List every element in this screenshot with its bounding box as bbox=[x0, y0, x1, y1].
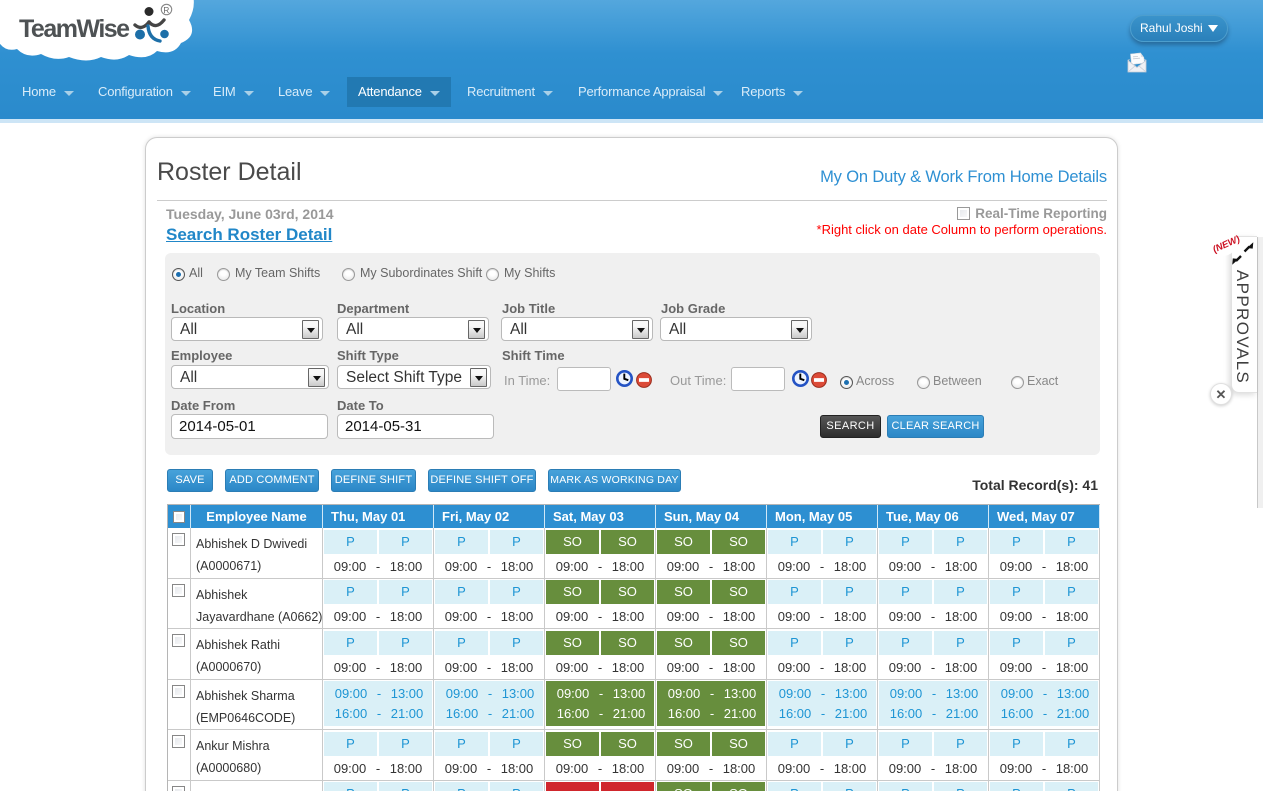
svg-text:TeamWise: TeamWise bbox=[19, 15, 130, 43]
svg-text:R: R bbox=[163, 6, 169, 15]
